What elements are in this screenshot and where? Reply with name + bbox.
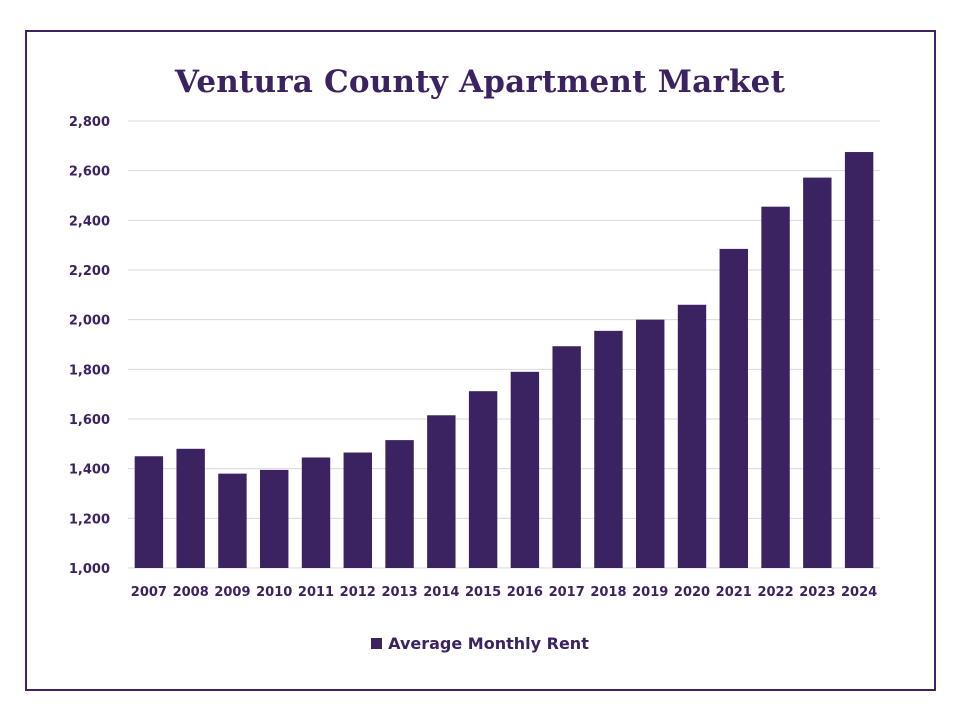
x-tick-label: 2021 bbox=[716, 585, 752, 600]
y-tick-label: 1,200 bbox=[69, 512, 110, 527]
x-tick-label: 2015 bbox=[465, 585, 501, 600]
y-tick-label: 1,800 bbox=[69, 363, 110, 378]
x-tick-label: 2023 bbox=[799, 585, 835, 600]
bar bbox=[343, 452, 372, 568]
legend-swatch bbox=[371, 638, 383, 649]
y-tick-label: 1,400 bbox=[69, 463, 110, 478]
bar bbox=[844, 152, 874, 568]
bar bbox=[134, 456, 164, 568]
y-tick-label: 2,600 bbox=[69, 165, 110, 180]
y-tick-label: 2,800 bbox=[69, 115, 110, 130]
bar bbox=[552, 346, 581, 568]
legend-label: Average Monthly Rent bbox=[388, 634, 589, 653]
x-tick-label: 2016 bbox=[507, 585, 543, 600]
bar bbox=[468, 391, 498, 568]
x-tick-label: 2024 bbox=[841, 585, 877, 600]
bar bbox=[427, 415, 456, 568]
y-tick-label: 2,400 bbox=[69, 214, 110, 229]
bar bbox=[803, 177, 832, 568]
x-tick-label: 2011 bbox=[298, 585, 334, 600]
legend: Average Monthly Rent bbox=[0, 634, 960, 653]
bar bbox=[594, 330, 623, 568]
y-tick-label: 1,600 bbox=[69, 413, 110, 428]
x-tick-label: 2013 bbox=[381, 585, 417, 600]
bar bbox=[176, 448, 205, 568]
x-tick-label: 2008 bbox=[173, 585, 209, 600]
x-tick-label: 2010 bbox=[256, 585, 292, 600]
y-tick-label: 2,200 bbox=[69, 264, 110, 279]
chart-title: Ventura County Apartment Market bbox=[174, 64, 786, 100]
bar bbox=[260, 469, 289, 568]
x-tick-label: 2020 bbox=[674, 585, 710, 600]
y-tick-label: 2,000 bbox=[69, 314, 110, 329]
x-tick-label: 2007 bbox=[131, 585, 167, 600]
bar bbox=[636, 319, 665, 568]
y-tick-label: 1,000 bbox=[69, 562, 110, 577]
x-tick-label: 2017 bbox=[549, 585, 585, 600]
x-tick-label: 2019 bbox=[632, 585, 668, 600]
bar bbox=[510, 371, 540, 568]
x-tick-label: 2009 bbox=[214, 585, 250, 600]
x-tick-label: 2012 bbox=[340, 585, 376, 600]
bar bbox=[301, 457, 331, 568]
x-tick-label: 2018 bbox=[590, 585, 626, 600]
bar bbox=[761, 206, 790, 569]
bar bbox=[385, 440, 414, 568]
bar bbox=[677, 304, 707, 568]
bar bbox=[218, 473, 247, 568]
bar bbox=[719, 248, 748, 568]
x-tick-label: 2014 bbox=[423, 585, 459, 600]
x-tick-label: 2022 bbox=[757, 585, 793, 600]
